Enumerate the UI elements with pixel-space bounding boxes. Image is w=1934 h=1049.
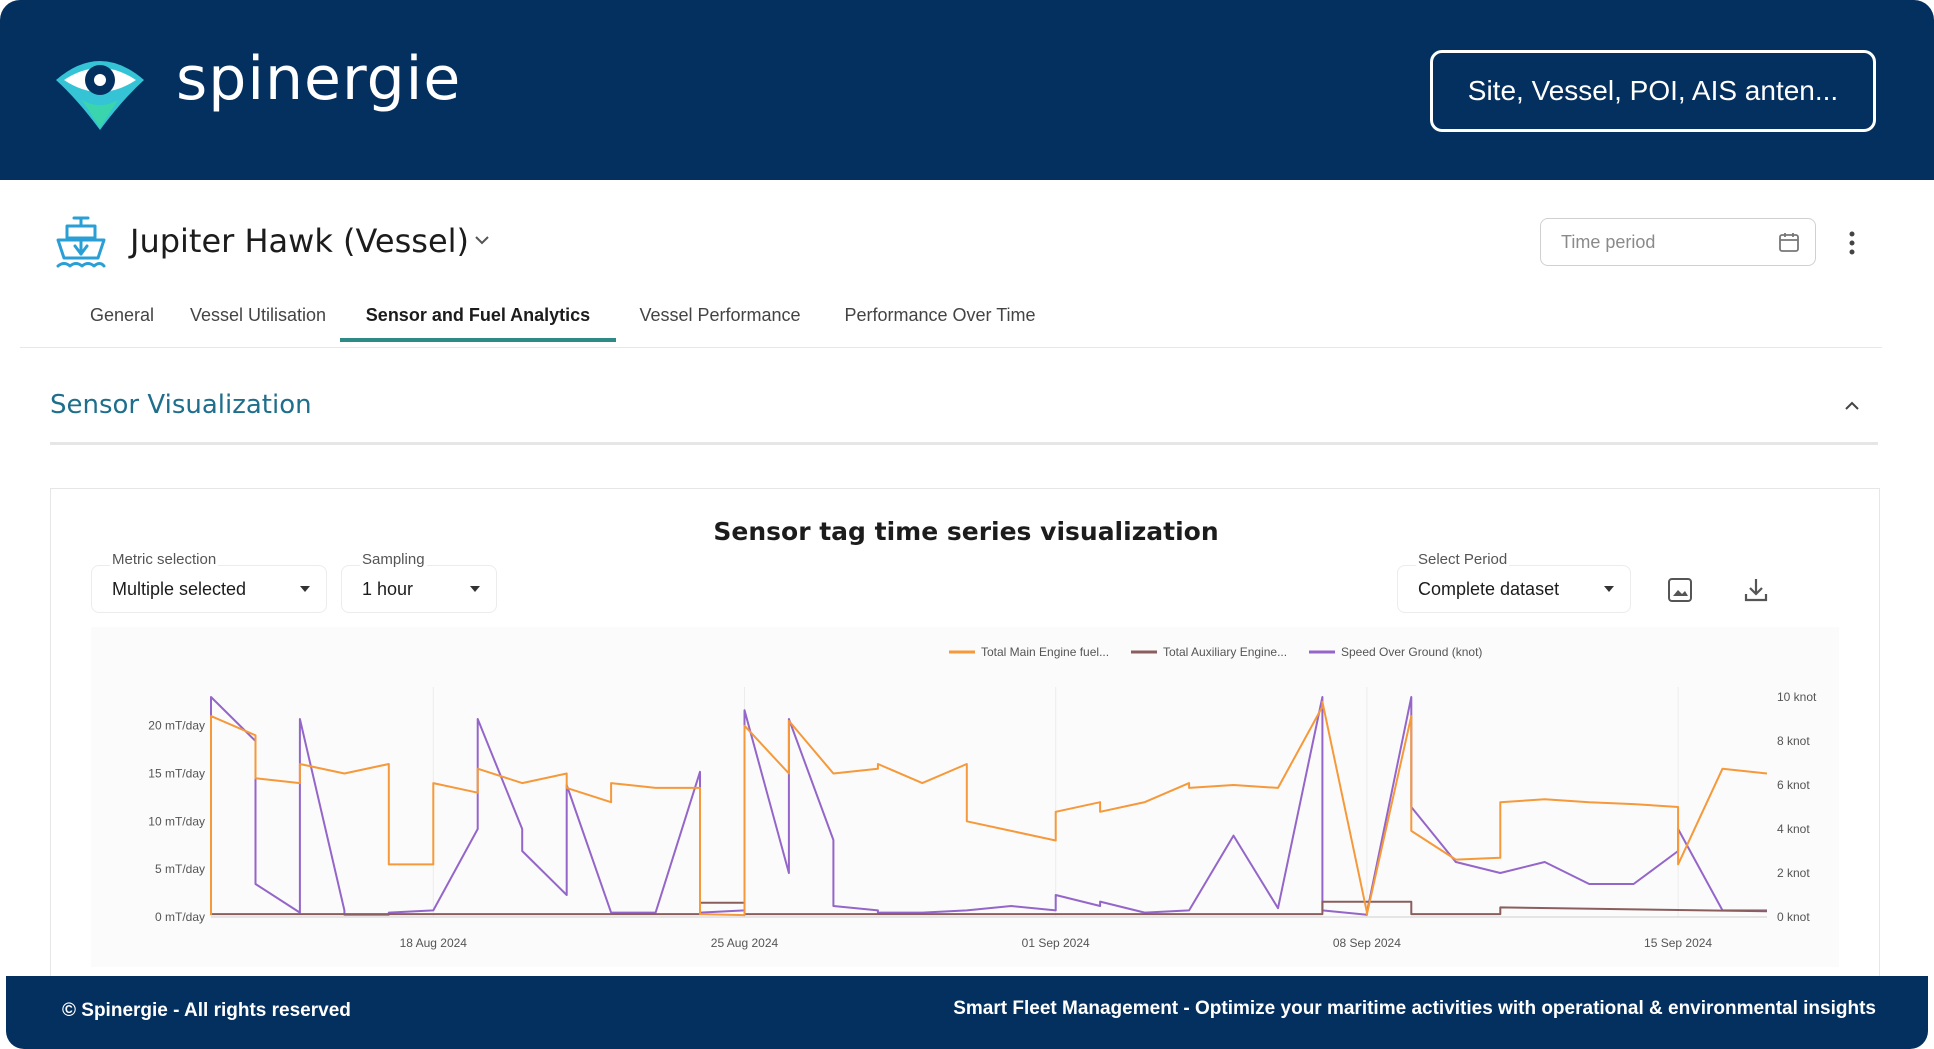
select-period-value: Complete dataset <box>1418 579 1560 599</box>
metric-selection-value: Multiple selected <box>112 579 247 599</box>
chevron-down-icon[interactable] <box>472 230 492 250</box>
top-bar: spinergie Site, Vessel, POI, AIS anten..… <box>0 0 1934 180</box>
y-right-tick-label: 2 knot <box>1777 866 1810 880</box>
x-tick-label: 08 Sep 2024 <box>1333 936 1401 950</box>
series-line-2 <box>210 696 1767 916</box>
footer: © Spinergie - All rights reserved Smart … <box>6 976 1928 1049</box>
y-left-tick-label: 15 mT/day <box>148 767 205 781</box>
legend-label: Speed Over Ground (knot) <box>1341 645 1482 659</box>
x-tick-label: 15 Sep 2024 <box>1644 936 1712 950</box>
eye-pin-icon[interactable] <box>52 48 148 132</box>
chart-card: Sensor tag time series visualization Met… <box>50 488 1880 1048</box>
y-left-tick-label: 0 mT/day <box>155 910 205 924</box>
sampling-dropdown[interactable]: Sampling 1 hour <box>341 551 497 613</box>
dropdown-caret-icon <box>470 586 480 592</box>
y-left-tick-label: 5 mT/day <box>155 862 205 876</box>
time-period-field[interactable]: Time period <box>1540 218 1816 266</box>
chevron-up-icon[interactable] <box>1842 396 1862 416</box>
footer-copyright: © Spinergie - All rights reserved <box>62 1000 351 1021</box>
tab-performance-over-time[interactable]: Performance Over Time <box>844 305 1036 325</box>
brand-name: spinergie <box>176 44 462 114</box>
section-divider <box>50 442 1878 445</box>
metric-selection-dropdown[interactable]: Metric selection Multiple selected <box>91 551 327 613</box>
global-search-input[interactable]: Site, Vessel, POI, AIS anten... <box>1430 50 1876 132</box>
y-left-tick-label: 10 mT/day <box>148 814 205 828</box>
y-right-tick-label: 6 knot <box>1777 778 1810 792</box>
vessel-title: Jupiter Hawk (Vessel) <box>130 222 470 260</box>
line-chart: 18 Aug 2024 25 Aug 2024 01 Sep 2024 08 Sep … <box>148 645 1817 950</box>
y-right-tick-label: 8 knot <box>1777 734 1810 748</box>
chart-plot-area: 18 Aug 2024 25 Aug 2024 01 Sep 2024 08 Sep … <box>91 627 1839 967</box>
ship-icon <box>56 216 106 268</box>
calendar-icon[interactable] <box>1777 230 1801 254</box>
y-right-tick-label: 10 knot <box>1777 690 1817 704</box>
sampling-label: Sampling <box>360 551 427 568</box>
x-tick-label: 01 Sep 2024 <box>1022 936 1090 950</box>
active-tab-indicator <box>340 338 616 342</box>
tab-general[interactable]: General <box>89 305 155 325</box>
section-title: Sensor Visualization <box>50 390 312 420</box>
tab-sensor-fuel-analytics[interactable]: Sensor and Fuel Analytics <box>365 305 591 325</box>
series-line-0 <box>210 700 1768 917</box>
y-left-tick-label: 20 mT/day <box>148 719 205 733</box>
y-right-tick-label: 4 knot <box>1777 822 1810 836</box>
y-right-tick-label: 0 knot <box>1777 910 1810 924</box>
dropdown-caret-icon <box>1604 586 1614 592</box>
footer-tagline: Smart Fleet Management - Optimize your m… <box>953 998 1876 1019</box>
metric-selection-label: Metric selection <box>110 551 219 568</box>
legend-label: Total Auxiliary Engine... <box>1163 645 1287 659</box>
time-period-placeholder: Time period <box>1561 231 1656 252</box>
legend-label: Total Main Engine fuel... <box>981 645 1109 659</box>
tab-bar: General Vessel Utilisation Sensor and Fu… <box>20 290 1882 348</box>
chart-title: Sensor tag time series visualization <box>713 517 1219 546</box>
download-icon[interactable] <box>1741 575 1771 605</box>
sampling-value: 1 hour <box>362 579 414 599</box>
select-period-dropdown[interactable]: Select Period Complete dataset <box>1397 551 1631 613</box>
image-export-icon[interactable] <box>1665 575 1695 605</box>
select-period-label: Select Period <box>1416 551 1510 568</box>
dropdown-caret-icon <box>300 586 310 592</box>
tab-vessel-utilisation[interactable]: Vessel Utilisation <box>189 305 327 325</box>
tab-vessel-performance[interactable]: Vessel Performance <box>639 305 801 325</box>
more-options-icon[interactable] <box>1842 228 1862 258</box>
x-tick-label: 18 Aug 2024 <box>400 936 468 950</box>
x-tick-label: 25 Aug 2024 <box>711 936 779 950</box>
